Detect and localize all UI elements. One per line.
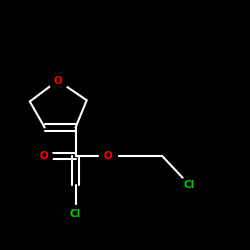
Text: O: O [103, 151, 112, 161]
Text: O: O [54, 76, 62, 86]
Text: Cl: Cl [184, 180, 195, 190]
Text: O: O [39, 151, 48, 161]
Text: Cl: Cl [70, 209, 81, 219]
